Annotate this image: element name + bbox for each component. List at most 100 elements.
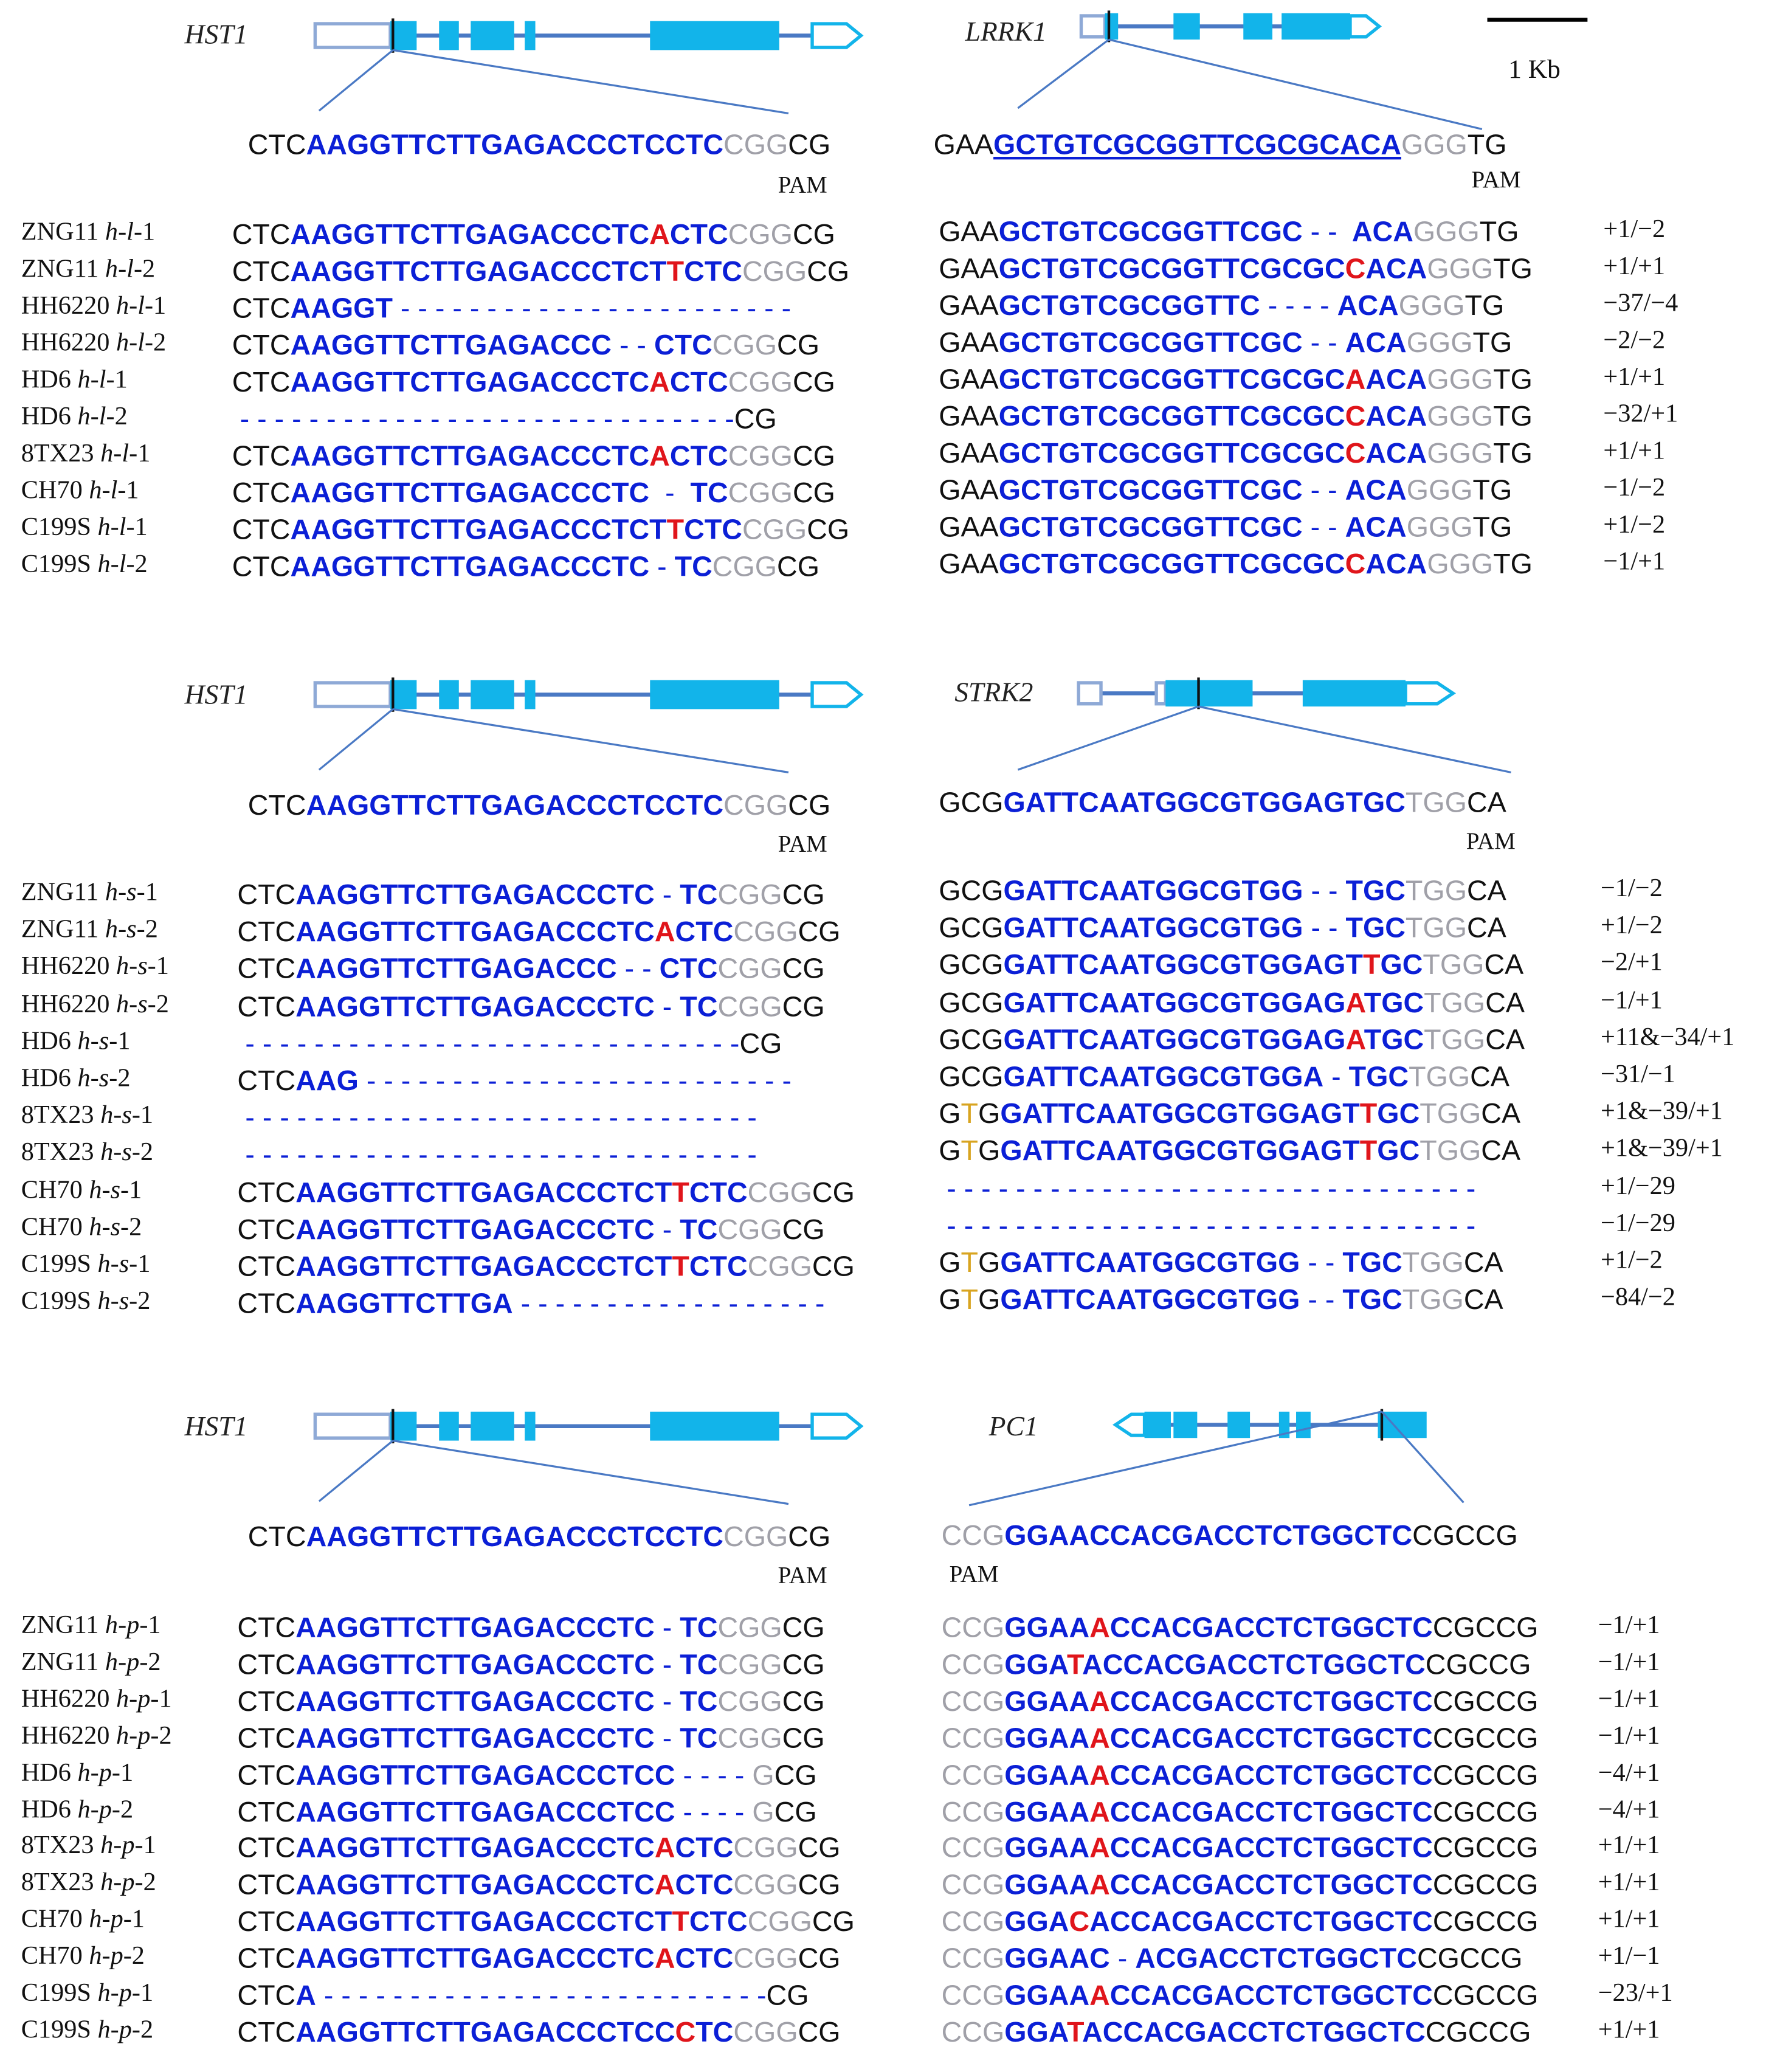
indel-annotation: −32/+1 [1603,401,1678,429]
sample-label-part: C199S [21,1251,98,1279]
pam-bases: TGG [1405,787,1467,819]
indel-annotation: −1/−29 [1601,1209,1675,1238]
pam-label: PAM [778,171,827,198]
pam-bases: CGG [747,1251,812,1283]
sample-label-part: -2 [106,403,128,431]
deletion-gap: - [654,1612,680,1644]
sample-label: HD6 h-p-1 [21,1759,133,1788]
sequence-segment: CG [798,1869,841,1901]
reference-sequence: CTCAAGGTTCTTGAGACCCTCCTCCGGCG [248,129,830,162]
deletion-gap: - - [1300,1246,1343,1279]
sequence-segment: CA [1485,986,1525,1018]
allele-sequence: GCGGATTCAATGGCGTGGAGATGCTGGCA [939,987,1525,1020]
sample-label-part: 8TX23 [21,1869,101,1898]
allele-sequence: CCGGGATACCACGACCTCTGGCTCCGCCG [942,1649,1531,1682]
pam-bases: CCG [941,1685,1005,1718]
sequence-segment: CG [812,1906,855,1938]
sequence-segment: AAGGTTCTTGAGACCCTCT [295,1906,672,1938]
sample-label: CH70 h-p-1 [21,1906,145,1935]
sample-label-part: HH6220 [21,1685,116,1713]
sequence-segment: GATTCAATGGCGTGG [1000,1283,1300,1316]
allele-sequence: CTCAAGGTTCTTGAGACCC - - CTCCGGCG [237,953,824,986]
deletion-gap: - - - - - - - - - - - - - - - - - - [512,1288,825,1320]
allele-sequence: CTCAAGGTTCTTGAGACCCTC - TCCGGCG [237,990,824,1023]
sequence-segment: TC [690,477,728,509]
sequence-segment: CG [777,551,819,583]
sequence-segment: ACA [1345,216,1413,248]
pam-bases: CGG [747,1906,812,1938]
mutation-base: A [654,1942,675,1975]
sample-label: ZNG11 h-l-1 [21,219,155,248]
gene-name: LRRK1 [965,16,1047,48]
sequence-segment: CG [782,1648,825,1680]
sequence-segment: GCTGTCGCGGTTCGCGC [998,253,1345,285]
sample-label-part: h-p [97,2016,132,2045]
sequence-segment: GAA [933,129,994,161]
sample-label: C199S h-l-2 [21,551,148,580]
sample-label-part: h-s [105,916,137,944]
indel-annotation: −1/+1 [1598,1722,1660,1750]
indel-annotation: −1/+1 [1598,1612,1660,1640]
deletion-gap: - [654,1648,680,1680]
sample-label-part: -2 [133,255,156,284]
scale-bar [1487,18,1588,22]
sample-label-part: h-s [77,1027,109,1056]
sample-label-part: 8TX23 [21,1139,101,1167]
sample-label-part: h-l [77,403,106,431]
sequence-segment: CG [798,2016,841,2048]
sequence-segment: GCTGTCGCGGTTCGCGC [998,364,1345,396]
deletion-gap: - [654,879,680,911]
sequence-segment: AAGGT [290,292,393,325]
pam-bases: CGG [728,440,793,472]
sample-label: HD6 h-p-2 [21,1796,133,1825]
sequence-segment: TC [680,879,718,911]
gene-model-pc1 [968,1409,1464,1507]
indel-annotation: −2/−2 [1603,326,1666,355]
indel-annotation: −1/−2 [1601,875,1663,903]
allele-sequence: CTCAAG - - - - - - - - - - - - - - - - -… [237,1065,792,1098]
sequence-segment: CGCCG [1432,1980,1539,2012]
mutation-base: A [1345,986,1364,1018]
sequence-segment: TGC [1342,1283,1402,1316]
sample-label: HH6220 h-p-1 [21,1685,172,1715]
deletion-gap: - - - - [675,1795,753,1828]
sample-label-part: -2 [126,551,148,579]
sample-label-part: -2 [129,1288,151,1316]
sequence-segment: AAGGTTCTTGAGACCCTCC [295,2016,675,2048]
sequence-segment: CTC [237,1759,296,1791]
sequence-segment: GC [1377,1135,1420,1167]
sequence-segment: CTC [237,1176,296,1209]
sample-label-part: HH6220 [21,1722,116,1750]
sequence-segment: G [939,1246,961,1279]
mutation-base: A [1345,364,1366,396]
sequence-segment: CTC [237,1722,296,1754]
allele-sequence: CTCAAGGTTCTTGAGACCCTCACTCCGGCG [237,1943,840,1976]
deletion-gap: - - [616,953,660,986]
sample-label-part: -1 [136,879,158,907]
sample-label: C199S h-s-1 [21,1251,151,1280]
sequence-segment: CG [782,1612,825,1644]
pam-bases: TGG [1420,1135,1482,1167]
sample-label-part: -1 [120,1176,142,1204]
scale-bar-label: 1 Kb [1508,55,1561,85]
sequence-segment: CG [782,990,825,1023]
sequence-segment: AAGGTTCTTGAGACCCTCC [295,1759,675,1791]
sample-label-part: h-p [89,1942,123,1971]
pam-bases: GGG [1427,253,1494,285]
pam-bases: TGG [1405,875,1467,907]
sample-label-part: h-s [100,1139,132,1167]
sample-label-part: h-l [77,366,106,395]
pam-bases: CGG [717,1612,782,1644]
allele-sequence: GAAGCTGTCGCGGTTCGC - - ACAGGGTG [939,511,1512,544]
pam-bases: GGG [1427,364,1494,396]
sequence-segment: CTC [232,477,291,509]
allele-sequence: CTCAAGGTTCTTGAGACCCTCACTCCGGCG [232,219,835,252]
sample-label-part: -2 [144,329,167,357]
sample-label: ZNG11 h-l-2 [21,256,155,285]
sample-label: 8TX23 h-s-1 [21,1102,153,1131]
sample-label: CH70 h-p-2 [21,1943,145,1972]
sequence-segment: GCTGTCGCGGTTCGC [998,511,1303,544]
sample-label-part: h-l [100,440,129,468]
sequence-segment: CG [812,1251,855,1283]
